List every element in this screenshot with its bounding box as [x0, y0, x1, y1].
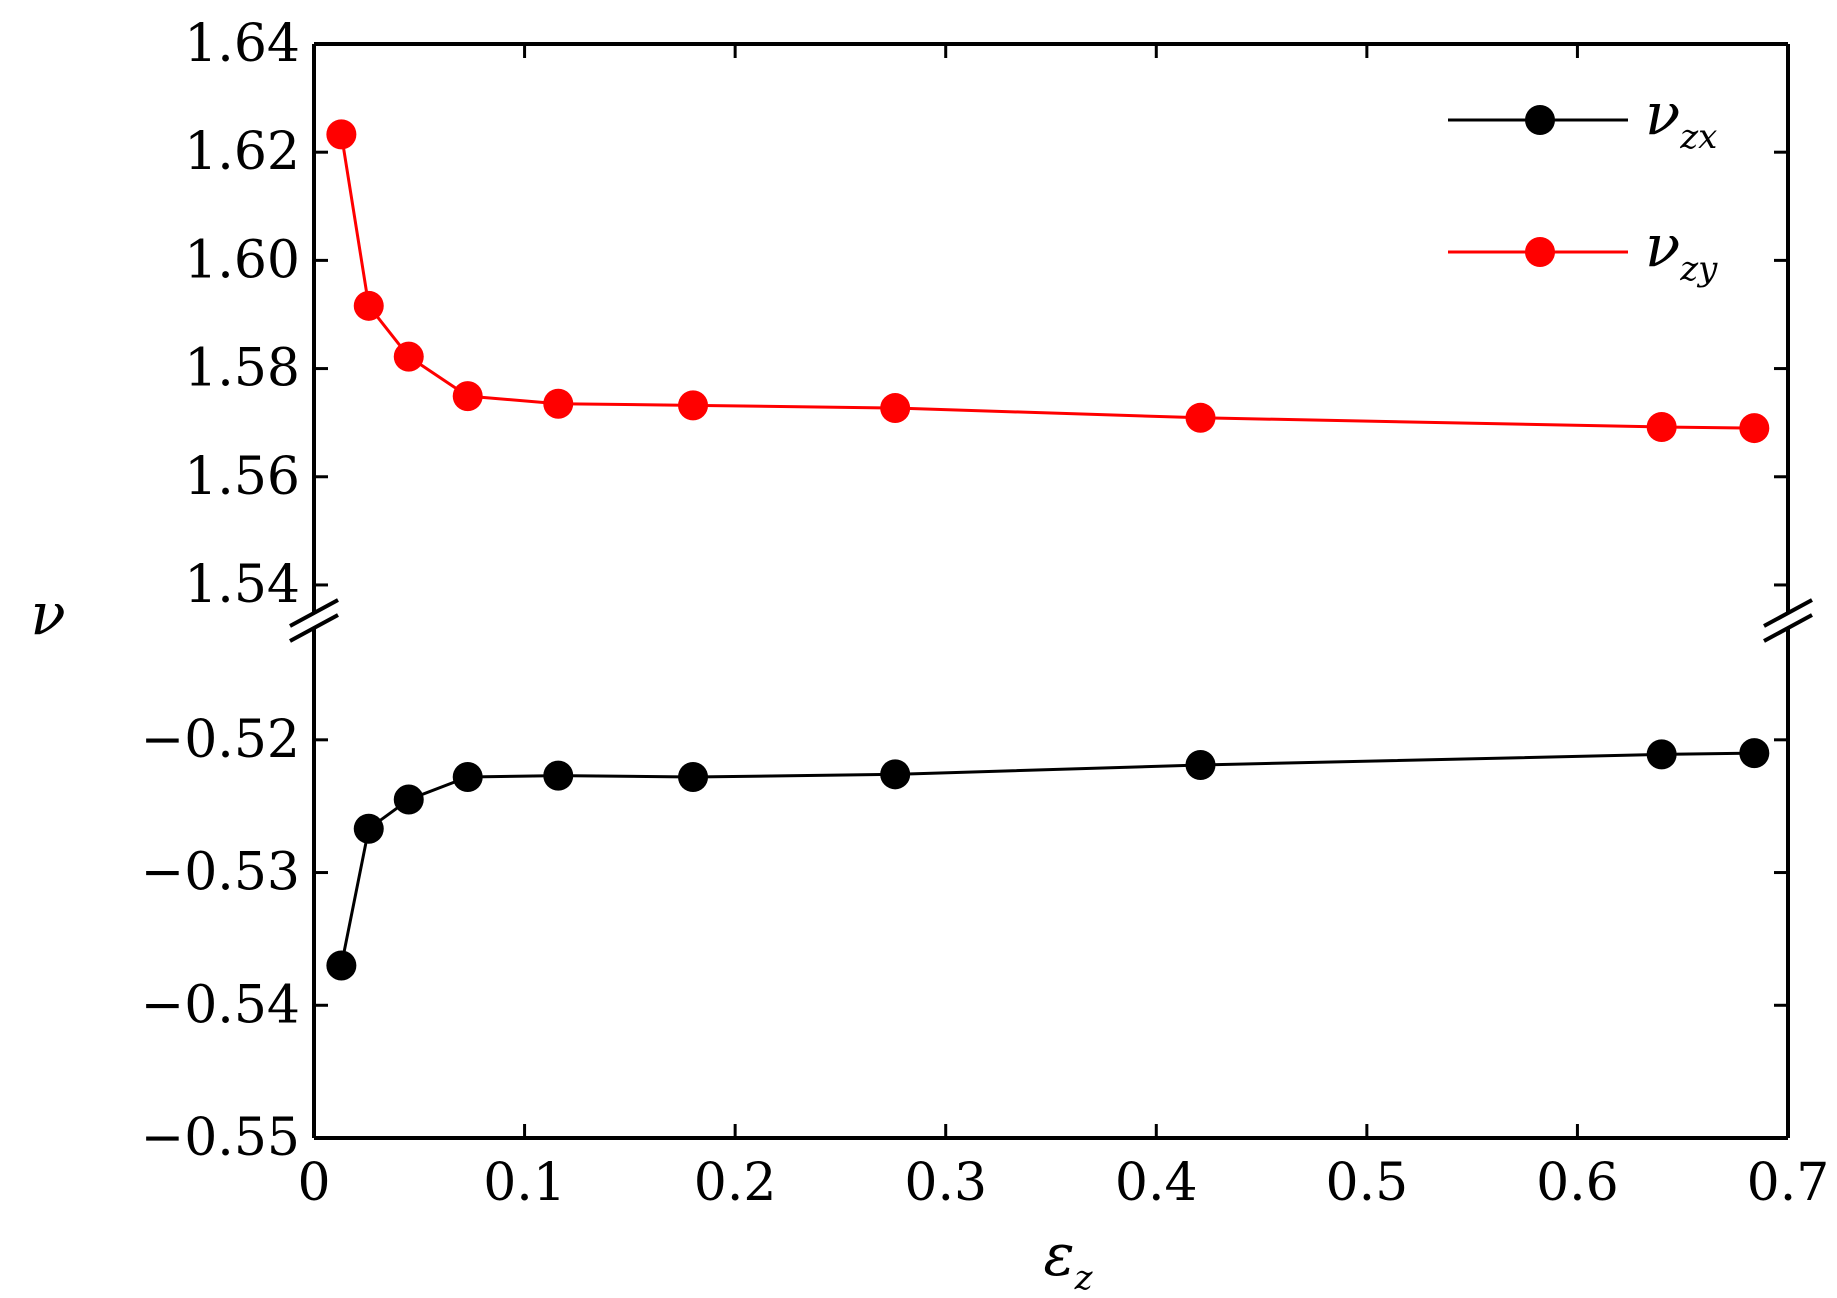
data-point-zx	[353, 813, 384, 844]
data-point-zy	[452, 381, 483, 412]
y-tick-label: 1.60	[184, 230, 300, 290]
x-tick-label: 0.4	[1115, 1153, 1198, 1213]
data-point-zx	[880, 759, 911, 790]
axis-break-mark-right-1	[1763, 598, 1813, 628]
data-point-zy	[393, 341, 424, 372]
data-point-zy	[678, 390, 709, 421]
x-tick-label: 0.3	[904, 1153, 987, 1213]
y-tick-label: −0.55	[141, 1108, 300, 1168]
legend-label-zx: νzx	[1645, 80, 1717, 157]
x-tick-label: 0.6	[1536, 1153, 1619, 1213]
data-point-zx	[1185, 750, 1216, 781]
y-tick-label: −0.53	[141, 843, 300, 903]
data-point-zy	[1185, 402, 1216, 433]
x-tick-label: 0	[297, 1153, 330, 1213]
data-point-zx	[1646, 739, 1677, 770]
data-point-zy	[326, 119, 357, 150]
y-tick-label: −0.54	[141, 975, 300, 1035]
y-tick-label: 1.62	[184, 122, 300, 182]
data-point-zx	[326, 950, 357, 981]
axis-break-mark-right-2	[1763, 613, 1813, 643]
x-axis-label: εz	[1043, 1221, 1093, 1298]
y-tick-label: 1.64	[184, 14, 300, 74]
data-point-zx	[393, 784, 424, 815]
data-point-zx	[452, 761, 483, 792]
x-tick-label: 0.7	[1747, 1153, 1830, 1213]
plot-layer: 0 0.1 0.2 0.3 0.4 0.5 0.6 0.7 1.54 1.56 1.58 1.60 1.…	[141, 14, 1830, 1213]
x-tick-label: 0.1	[483, 1153, 566, 1213]
data-point-zy	[1646, 411, 1677, 442]
series-line-zx	[339, 751, 1755, 966]
axis-break-mark-left-2	[289, 613, 339, 643]
x-tick-label: 0.2	[694, 1153, 777, 1213]
y-tick-label: 1.56	[184, 447, 300, 507]
y-tick-label: 1.58	[184, 339, 300, 399]
data-point-zy	[1739, 413, 1770, 444]
data-point-zy	[353, 290, 384, 321]
legend-marker-zy	[1525, 237, 1555, 267]
data-point-zx	[678, 761, 709, 792]
y-tick-label: 1.54	[184, 555, 300, 615]
axis-break-mark-left-1	[289, 598, 339, 628]
data-point-zx	[543, 760, 574, 791]
data-point-zx	[1739, 738, 1770, 769]
x-tick-label: 0.5	[1326, 1153, 1409, 1213]
y-axis-label: ν	[30, 580, 65, 648]
legend-label-zy: νzy	[1645, 212, 1718, 289]
data-point-zy	[880, 393, 911, 424]
series-line-zy	[339, 134, 1755, 430]
legend-marker-zx	[1525, 105, 1555, 135]
data-point-zy	[543, 388, 574, 419]
y-tick-label: −0.52	[141, 710, 300, 770]
